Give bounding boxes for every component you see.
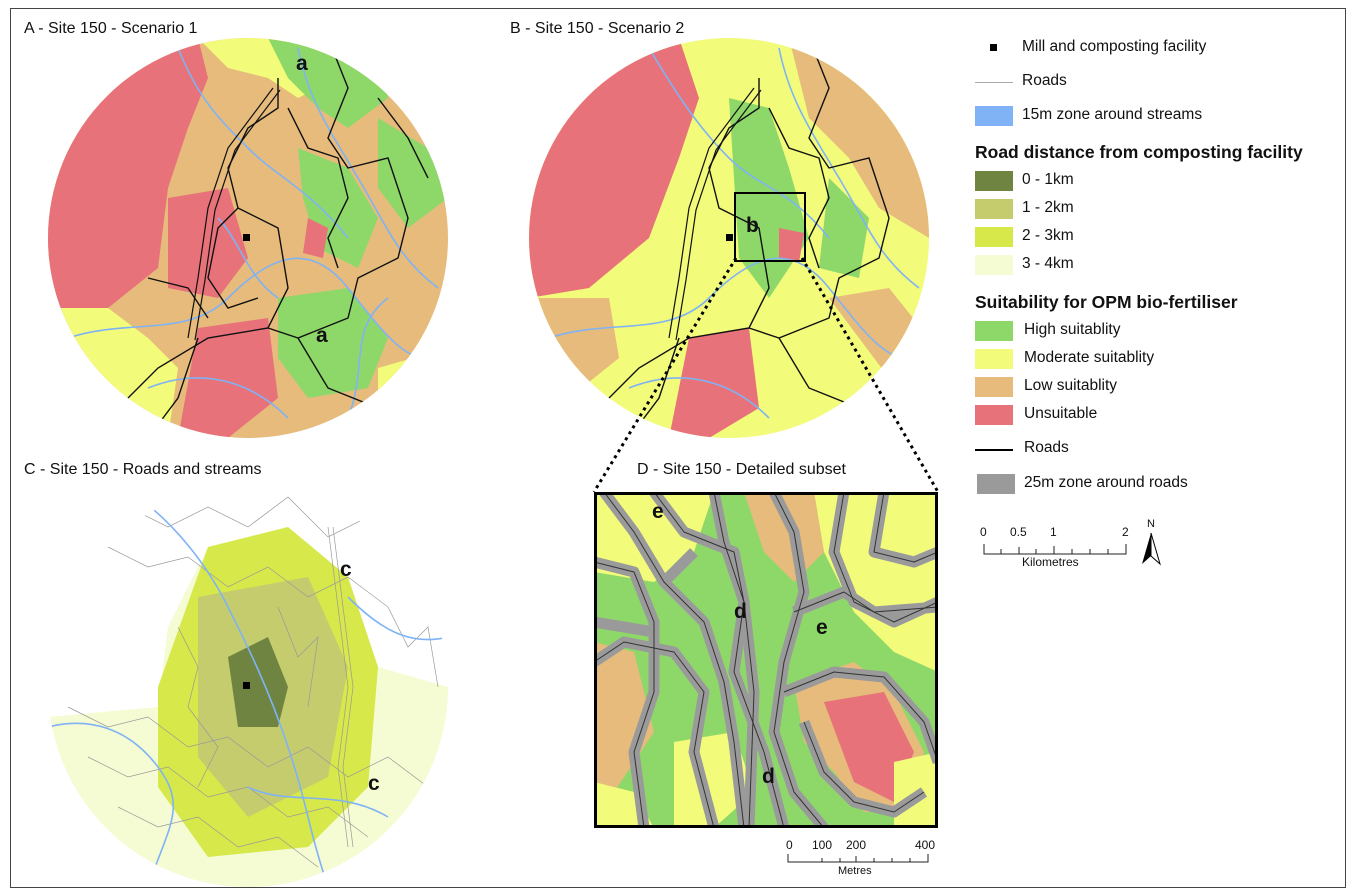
map-label-c2: c [368,772,380,795]
scale-m-tick-400: 400 [915,838,936,852]
map-label-d-e1: e [652,500,664,523]
scale-m-tick-0: 0 [786,838,793,852]
mill-marker-a [243,234,250,241]
legend-suit-2: Low suitablity [1024,377,1118,394]
suit-swatch-2 [975,377,1013,397]
suit-swatch-1 [975,349,1013,369]
legend-suit-1: Moderate suitablity [1024,349,1155,366]
map-label-c1: c [340,558,352,581]
map-panel-a [48,38,448,438]
panel-b-title: B - Site 150 - Scenario 2 [510,20,685,37]
scale-km-unit: Kilometres [1022,555,1079,569]
legend-streams-zone: 15m zone around streams [1022,106,1203,123]
legend-suit-title: Suitability for OPM bio-fertiliser [975,292,1238,312]
map-label-d-d2: d [762,765,775,788]
figure-frame [10,8,1346,888]
distance-swatch-2 [975,227,1013,247]
panel-c-title: C - Site 150 - Roads and streams [24,461,262,478]
map-panel-b [529,38,929,438]
map-label-b: b [746,214,759,237]
mill-marker-c [243,682,250,689]
mill-marker-b [726,234,733,241]
stream-zone-swatch [975,106,1013,126]
distance-swatch-0 [975,171,1013,191]
scale-m-tick-100: 100 [812,838,833,852]
legend-suit-0: High suitablity [1024,321,1121,338]
map-label-d-e2: e [816,616,828,639]
legend-mill: Mill and composting facility [1022,38,1207,55]
legend-distance-1: 1 - 2km [1022,199,1074,216]
scalebar-km [983,544,1127,555]
legend-suit-3: Unsuitable [1024,405,1098,422]
suit-swatch-0 [975,321,1013,341]
distance-swatch-1 [975,199,1013,219]
scale-m-unit: Metres [838,865,872,877]
scale-km-tick-05: 0.5 [1010,525,1027,539]
scalebar-metres [787,854,929,863]
thin-road-icon [975,82,1013,83]
panel-d-title: D - Site 150 - Detailed subset [637,461,846,478]
suit-swatch-3 [975,405,1013,425]
thick-road-icon [975,449,1013,451]
map-panel-c [48,487,448,887]
scale-km-tick-0: 0 [980,525,987,539]
map-label-a1: a [296,52,308,75]
legend-distance-2: 2 - 3km [1022,227,1074,244]
map-label-a2: a [316,324,328,347]
legend-distance-0: 0 - 1km [1022,171,1074,188]
legend-distance-title: Road distance from composting facility [975,142,1303,162]
subset-box [734,192,806,262]
road-zone-swatch [977,474,1015,494]
legend-road-zone: 25m zone around roads [1024,474,1188,491]
scale-km-tick-1: 1 [1050,525,1057,539]
map-panel-d [594,492,938,828]
scale-m-tick-200: 200 [846,838,867,852]
legend-roads-thin: Roads [1022,72,1067,89]
panel-a-title: A - Site 150 - Scenario 1 [24,20,198,37]
distance-swatch-3 [975,255,1013,275]
legend-distance-3: 3 - 4km [1022,255,1074,272]
legend-roads-thick: Roads [1024,439,1069,456]
map-label-d-d1: d [734,600,747,623]
north-arrow-icon [1142,532,1161,566]
mill-icon [990,44,997,51]
scale-km-tick-2: 2 [1122,525,1129,539]
north-label: N [1147,518,1155,530]
